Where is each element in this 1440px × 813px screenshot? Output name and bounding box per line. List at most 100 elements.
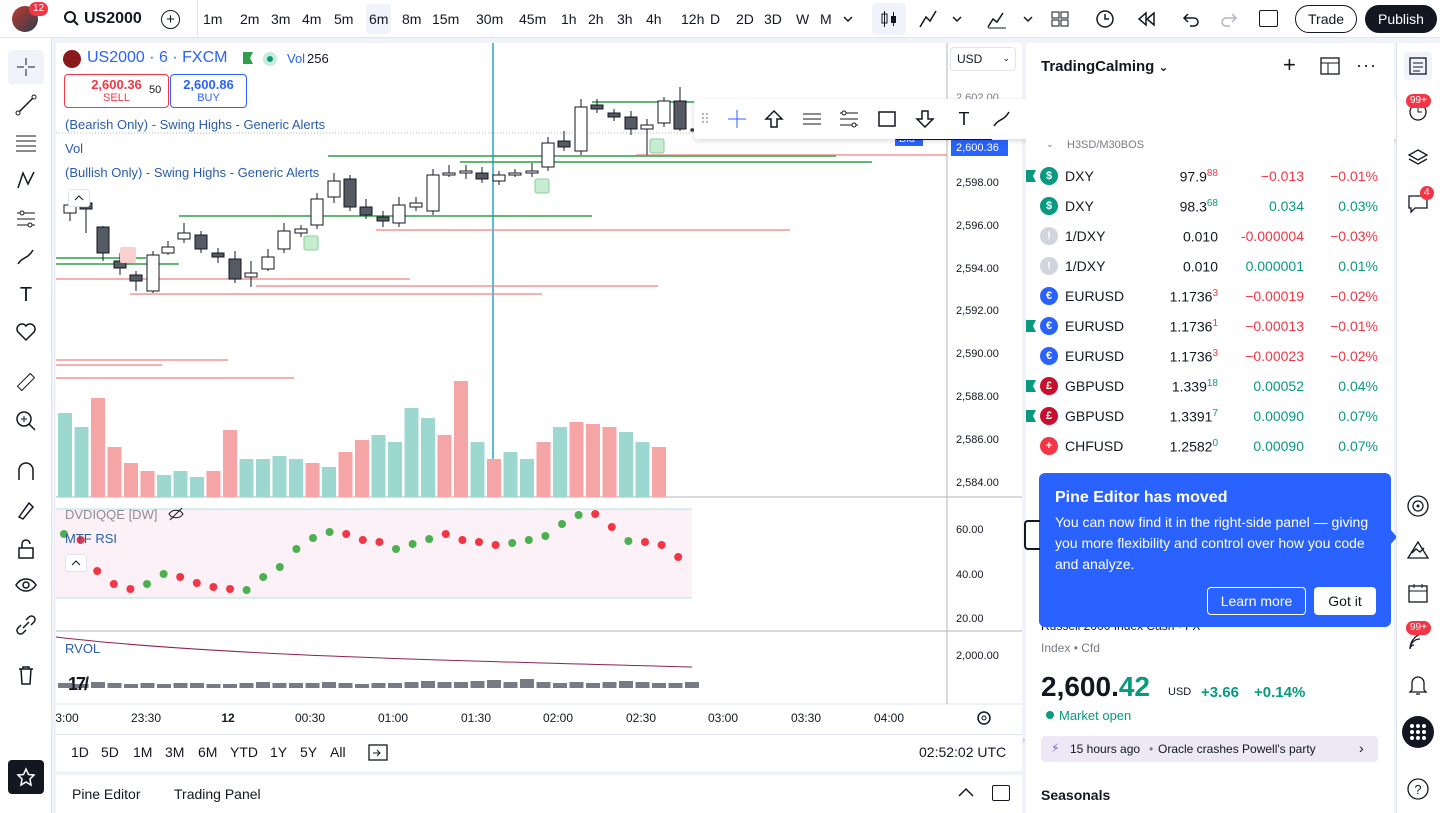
collapse-panel-icon[interactable]: › [1022,735,1026,746]
magnet-icon[interactable] [8,454,44,488]
dvdiqqe-legend[interactable]: DVDIQQE [DW] [65,507,158,522]
interval-2D[interactable]: 2D [736,11,754,27]
link-icon[interactable] [8,608,44,642]
interval-2h[interactable]: 2h [588,11,604,27]
goto-date-icon[interactable] [368,743,388,766]
flag-icon[interactable] [1026,380,1036,392]
target-icon[interactable] [1404,492,1432,520]
indicators-icon[interactable] [918,9,938,34]
chevron-up-icon[interactable] [957,785,975,804]
pattern-icon[interactable] [8,163,44,197]
arrow-up-icon[interactable] [761,106,787,132]
trend-line-icon[interactable] [8,88,44,122]
compare-symbol-icon[interactable]: + [161,10,180,29]
text-icon[interactable]: T [958,108,970,129]
rvol-legend[interactable]: RVOL [65,641,101,656]
legend-symbol-title[interactable]: US2000 · 6 · FXCM [87,49,228,66]
range-5Y[interactable]: 5Y [300,744,318,760]
interval-5m[interactable]: 5m [334,11,354,27]
trash-icon[interactable] [8,658,44,692]
clock-display[interactable]: 02:52:02 UTC [919,744,1007,760]
trading-panel-tab[interactable]: Trading Panel [174,786,261,802]
apps-grid-icon[interactable] [1402,716,1434,748]
flag-icon[interactable] [243,52,253,64]
publish-button[interactable]: Publish [1365,5,1437,33]
interval-1h[interactable]: 1h [561,11,577,27]
watchlist-row[interactable]: $ DXY 97.988 −0.013 −0.01% [1026,161,1394,191]
brush-icon[interactable] [8,240,44,274]
trade-button[interactable]: Trade [1295,5,1358,33]
interval-6m[interactable]: 6m [366,4,392,34]
watchlist-row[interactable]: € EURUSD 1.17363 −0.00023 −0.02% [1026,341,1394,371]
drag-handle-icon[interactable]: ⠿ [699,110,711,127]
watchlist-row[interactable]: + CHFUSD 1.25820 0.00090 0.07% [1026,431,1394,461]
collapse-legend-button[interactable] [68,189,90,207]
got-it-button[interactable]: Got it [1314,587,1376,615]
interval-4m[interactable]: 4m [302,11,322,27]
watchlist-row[interactable]: € EURUSD 1.17361 −0.00013 −0.01% [1026,311,1394,341]
alert-clock-icon[interactable] [1094,8,1116,35]
help-icon[interactable]: ? [1404,775,1432,803]
watchlist-row[interactable]: £ GBPUSD 1.33917 0.00090 0.07% [1026,401,1394,431]
hidden-eye-icon[interactable] [168,507,184,526]
crosshair-tool-icon[interactable] [724,106,750,132]
ideas-icon[interactable] [1404,536,1432,564]
range-5D[interactable]: 5D [101,744,119,760]
text-tool-icon[interactable]: T [19,283,33,306]
watchlist-row[interactable]: £ GBPUSD 1.33918 0.00052 0.04% [1026,371,1394,401]
range-3M[interactable]: 3M [165,744,185,760]
interval-4h[interactable]: 4h [646,11,662,27]
range-1M[interactable]: 1M [133,744,153,760]
range-All[interactable]: All [330,744,346,760]
chevron-down-icon[interactable] [842,12,854,30]
sell-button[interactable]: 2,600.36 SELL [64,74,169,108]
watchlist-section[interactable]: H3SD/M30BOS [1067,139,1145,151]
layout-grid-icon[interactable] [1050,9,1070,34]
watchlist-icon[interactable] [1404,52,1432,80]
interval-3h[interactable]: 3h [617,11,633,27]
indicator-legend-bearish[interactable]: (Bearish Only) - Swing Highs - Generic A… [65,117,326,132]
interval-M[interactable]: M [820,11,832,27]
templates-icon[interactable] [986,9,1008,34]
buy-button[interactable]: 2,600.86 BUY [170,74,247,108]
mtf-rsi-legend[interactable]: MTF RSI [65,531,117,546]
range-1D[interactable]: 1D [71,744,89,760]
ruler-icon[interactable] [8,365,44,399]
indicator-legend-vol[interactable]: Vol [65,141,84,156]
interval-3m[interactable]: 3m [271,11,291,27]
flag-icon[interactable] [1026,410,1036,422]
arrow-down-icon[interactable] [912,106,938,132]
add-symbol-icon[interactable]: + [1283,52,1296,77]
watchlist-row[interactable]: ! 1/DXY 0.010 0.000001 0.01% [1026,251,1394,281]
chevron-down-icon[interactable] [951,12,963,30]
price-chart-svg[interactable] [56,43,1022,771]
prediction-icon[interactable] [8,201,44,235]
watchlist-title[interactable]: TradingCalming ⌄ [1041,58,1169,75]
watchlist-row[interactable]: € EURUSD 1.17363 −0.00019 −0.02% [1026,281,1394,311]
learn-more-button[interactable]: Learn more [1207,587,1306,615]
watchlist-row[interactable]: ! 1/DXY 0.010 -0.000004 −0.03% [1026,221,1394,251]
watchlist-row[interactable]: $ DXY 98.368 0.034 0.03% [1026,191,1394,221]
interval-W[interactable]: W [796,11,810,27]
range-6M[interactable]: 6M [198,744,218,760]
currency-select[interactable]: USD ⌄ [950,47,1016,71]
layers-icon[interactable] [1404,144,1432,172]
bell-icon[interactable] [1404,671,1432,699]
redo-icon[interactable] [1220,10,1238,33]
favorites-star-icon[interactable] [8,760,44,794]
parallel-channel-icon[interactable] [799,106,825,132]
range-1Y[interactable]: 1Y [270,744,288,760]
interval-2m[interactable]: 2m [240,11,260,27]
interval-12h[interactable]: 12h [681,11,705,27]
crosshair-icon[interactable] [8,50,44,84]
interval-45m[interactable]: 45m [519,11,547,27]
fib-channel-icon[interactable] [836,106,862,132]
calendar-icon[interactable] [1404,579,1432,607]
eye-icon[interactable] [8,568,44,602]
interval-30m[interactable]: 30m [476,11,504,27]
range-YTD[interactable]: YTD [230,744,258,760]
brush-tool-icon[interactable] [989,106,1015,132]
indicator-legend-bullish[interactable]: (Bullish Only) - Swing Highs - Generic A… [65,165,320,180]
interval-15m[interactable]: 15m [432,11,460,27]
candles-chart-type-icon[interactable] [872,3,906,35]
